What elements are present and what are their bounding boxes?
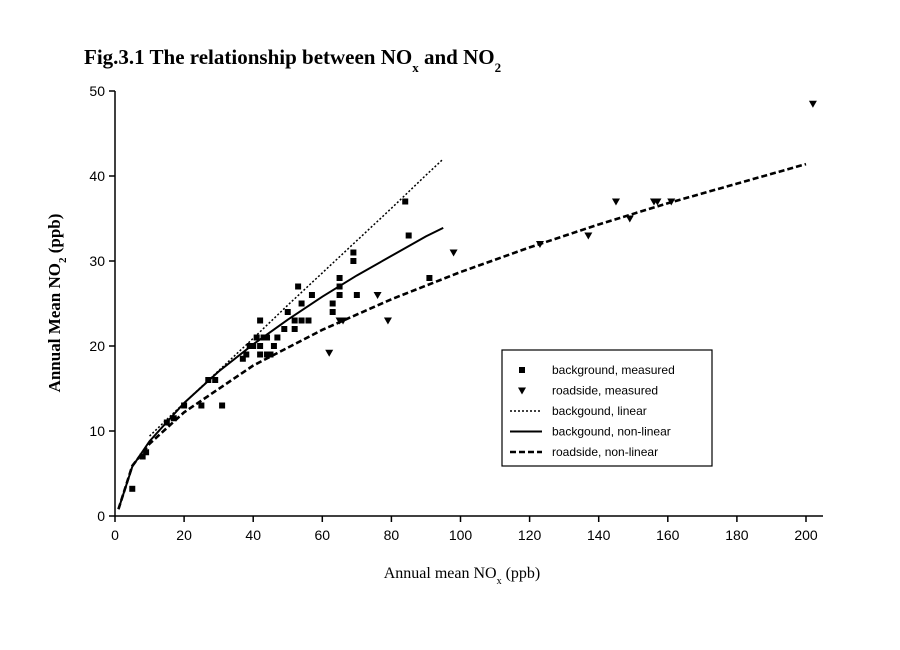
y-tick-label: 0: [97, 508, 105, 524]
point: [284, 309, 291, 315]
subscript: x: [412, 60, 419, 75]
point: [325, 349, 334, 357]
legend-label: background, measured: [552, 363, 675, 377]
text-part: and NO: [419, 45, 495, 69]
point: [611, 198, 620, 206]
point: [625, 215, 634, 223]
point: [170, 415, 177, 422]
point: [257, 317, 264, 324]
point: [239, 355, 246, 362]
point: [274, 334, 281, 341]
y-axis-label: Annual Mean NO2 (ppb): [45, 214, 69, 393]
point: [257, 343, 264, 349]
y-tick-label: 40: [89, 168, 105, 184]
point: [298, 300, 305, 307]
x-tick-label: 80: [384, 527, 400, 543]
x-tick-label: 200: [794, 527, 818, 543]
point: [253, 334, 260, 341]
line: [149, 158, 444, 437]
point: [402, 198, 409, 205]
line: [117, 226, 444, 510]
point: [295, 283, 302, 290]
point: [139, 453, 146, 460]
point: [291, 326, 298, 332]
point: [264, 351, 271, 358]
point: [653, 198, 662, 206]
x-axis-label: Annual mean NOx (ppb): [384, 565, 541, 587]
point: [181, 402, 188, 409]
subscript: 2: [57, 257, 69, 263]
subscript: x: [497, 576, 502, 587]
point: [270, 343, 277, 349]
point: [219, 402, 226, 409]
point: [373, 292, 382, 299]
text-part: Annual mean NO: [384, 565, 497, 582]
legend-marker: [519, 367, 525, 373]
legend-marker: [518, 387, 526, 395]
text-part: (ppb): [502, 565, 541, 582]
point: [350, 249, 357, 256]
x-tick-label: 180: [725, 527, 749, 543]
point: [405, 232, 412, 239]
point: [808, 100, 817, 108]
point: [143, 449, 150, 456]
y-tick-label: 20: [89, 338, 105, 354]
x-tick-label: 100: [449, 527, 473, 543]
point: [449, 249, 458, 257]
legend-label: roadside, non-linear: [552, 445, 658, 459]
x-tick-label: 20: [176, 527, 192, 543]
chart-title: Fig.3.1 The relationship between NOx and…: [84, 45, 501, 75]
point: [336, 292, 343, 298]
text-part: (ppb): [45, 214, 64, 258]
point: [250, 343, 257, 349]
x-tick-label: 0: [111, 527, 119, 543]
text-part: Fig.3.1 The relationship between NO: [84, 45, 412, 69]
point: [383, 317, 392, 325]
point: [264, 334, 271, 341]
y-tick-label: 50: [89, 83, 105, 99]
point: [353, 292, 360, 298]
legend-label: backgound, linear: [552, 404, 647, 418]
x-tick-label: 120: [518, 527, 542, 543]
point: [298, 317, 305, 324]
point: [329, 309, 336, 315]
text-part: Annual Mean NO: [45, 263, 64, 392]
point: [212, 377, 219, 383]
y-tick-label: 30: [89, 253, 105, 269]
x-tick-label: 140: [587, 527, 611, 543]
point: [291, 317, 298, 324]
legend-label: roadside, measured: [552, 384, 658, 398]
x-tick-label: 40: [245, 527, 261, 543]
point: [350, 258, 357, 264]
legend-label: backgound, non-linear: [552, 425, 671, 439]
point: [243, 351, 250, 358]
point: [336, 275, 343, 281]
subscript: 2: [495, 60, 502, 75]
point: [267, 351, 274, 358]
point: [281, 326, 288, 332]
point: [257, 351, 264, 358]
line: [117, 162, 807, 510]
point: [584, 232, 593, 240]
x-tick-label: 60: [315, 527, 331, 543]
x-tick-label: 160: [656, 527, 680, 543]
point: [426, 275, 433, 281]
point: [129, 485, 136, 492]
legend-box: [501, 349, 713, 467]
point: [198, 402, 205, 409]
y-tick-label: 10: [89, 423, 105, 439]
point: [329, 300, 336, 307]
point: [308, 292, 315, 298]
point: [305, 317, 312, 324]
